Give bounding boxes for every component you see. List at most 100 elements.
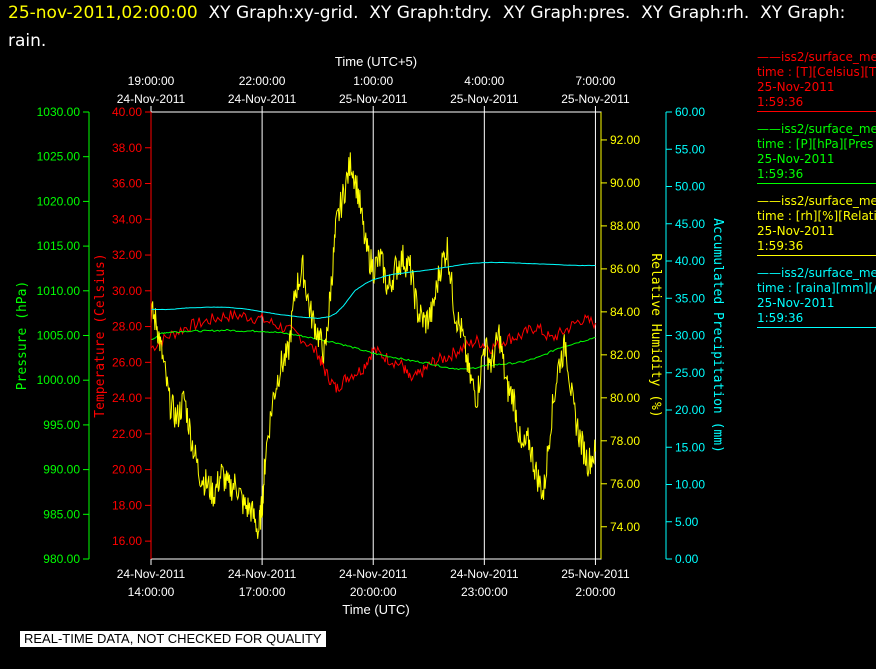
legend-separator (757, 255, 876, 256)
temperature-tick-label: 24.00 (112, 391, 142, 405)
rain-tick-label: 40.00 (675, 254, 705, 268)
series-line-rh (150, 152, 596, 539)
grid-lines (261, 112, 596, 559)
legend-line2: time : [T][Celsius][T (757, 65, 876, 79)
legend-separator (757, 111, 876, 112)
x-tick-label-bottom-time: 2:00:00 (575, 585, 615, 599)
pressure-tick-label: 1000.00 (37, 373, 81, 387)
pressure-tick-label: 1030.00 (37, 105, 81, 119)
x-tick-label-top-time: 4:00:00 (464, 74, 504, 88)
legend-entry: ——iss2/surface_me time : [T][Celsius][T 25… (757, 50, 876, 112)
rh-tick-label: 78.00 (610, 434, 640, 448)
rh-tick-label: 76.00 (610, 477, 640, 491)
x-tick-label-bottom-time: 20:00:00 (350, 585, 397, 599)
rain-axis-title: Accumulated Precipitation (mm) (710, 218, 725, 453)
rain-tick-label: 10.00 (675, 478, 705, 492)
temperature-tick-label: 20.00 (112, 463, 142, 477)
pressure-tick-label: 980.00 (43, 552, 80, 566)
series-layer (150, 152, 596, 539)
series-line-pressure (150, 328, 596, 371)
top-axis-title: Time (UTC+5) (335, 54, 417, 69)
x-tick-label-bottom-date: 24-Nov-2011 (117, 567, 186, 581)
temperature-tick-label: 16.00 (112, 534, 142, 548)
legend-date: 25-Nov-2011 (757, 152, 835, 166)
pressure-tick-label: 995.00 (43, 418, 80, 432)
legend-name: ——iss2/surface_me (757, 194, 876, 208)
rh-tick-label: 92.00 (610, 133, 640, 147)
pressure-tick-label: 1010.00 (37, 284, 81, 298)
rain-tick-label: 45.00 (675, 217, 705, 231)
temperature-tick-label: 22.00 (112, 427, 142, 441)
legend-line2: time : [rh][%][Relati (757, 209, 876, 223)
rain-tick-label: 20.00 (675, 403, 705, 417)
series-line-rain (151, 261, 596, 320)
legend-time: 1:59:36 (757, 239, 804, 253)
x-tick-label-top-time: 1:00:00 (353, 74, 393, 88)
axes-layer: 24-Nov-2011 14:00:00 24-Nov-2011 17:00:00 24… (15, 74, 725, 599)
x-tick-label-top-date: 25-Nov-2011 (561, 92, 630, 106)
temperature-tick-label: 28.00 (112, 320, 142, 334)
x-tick-label-bottom-date: 24-Nov-2011 (339, 567, 408, 581)
legend-line2: time : [raina][mm][A (757, 281, 876, 295)
x-tick-label-bottom-date: 24-Nov-2011 (450, 567, 519, 581)
rh-tick-label: 90.00 (610, 176, 640, 190)
bottom-axis-title: Time (UTC) (342, 602, 409, 617)
temperature-axis-title: Temperature (Celsius) (93, 253, 108, 417)
rh-tick-label: 84.00 (610, 305, 640, 319)
rain-tick-label: 35.00 (675, 291, 705, 305)
legend-date: 25-Nov-2011 (757, 224, 835, 238)
legend-date: 25-Nov-2011 (757, 296, 835, 310)
temperature-tick-label: 32.00 (112, 248, 142, 262)
legend-name: ——iss2/surface_me (757, 50, 876, 64)
pressure-tick-label: 990.00 (43, 463, 80, 477)
rh-axis-title: Relative Humidity (%) (648, 253, 663, 417)
rh-tick-label: 80.00 (610, 391, 640, 405)
rh-tick-label: 88.00 (610, 219, 640, 233)
legend-name: ——iss2/surface_me (757, 122, 876, 136)
legend-entry: ——iss2/surface_me time : [P][hPa][Pres 25-… (757, 122, 876, 184)
plot-area (150, 111, 602, 560)
title-graph-list: XY Graph:xy-grid. XY Graph:tdry. XY Grap… (197, 3, 846, 23)
pressure-tick-label: 985.00 (43, 507, 80, 521)
x-tick-label-bottom-time: 14:00:00 (128, 585, 175, 599)
x-tick-label-bottom-time: 17:00:00 (239, 585, 286, 599)
legend-separator (757, 327, 876, 328)
legend-separator (757, 183, 876, 184)
rain-tick-label: 25.00 (675, 366, 705, 380)
temperature-tick-label: 36.00 (112, 177, 142, 191)
rh-tick-label: 82.00 (610, 348, 640, 362)
temperature-tick-label: 26.00 (112, 355, 142, 369)
temperature-tick-label: 38.00 (112, 141, 142, 155)
page-title: 25-nov-2011,02:00:00 XY Graph:xy-grid. X… (8, 3, 845, 23)
rain-tick-label: 5.00 (675, 515, 699, 529)
temperature-tick-label: 18.00 (112, 498, 142, 512)
legend-time: 1:59:36 (757, 167, 804, 181)
x-tick-label-top-date: 24-Nov-2011 (117, 92, 186, 106)
title-continuation: rain. (8, 31, 47, 51)
rain-tick-label: 55.00 (675, 142, 705, 156)
x-tick-label-bottom-date: 24-Nov-2011 (228, 567, 297, 581)
rain-tick-label: 15.00 (675, 440, 705, 454)
x-tick-label-top-time: 7:00:00 (575, 74, 615, 88)
pressure-axis-title: Pressure (hPa) (15, 281, 30, 391)
rh-tick-label: 86.00 (610, 262, 640, 276)
x-tick-label-top-date: 25-Nov-2011 (339, 92, 408, 106)
legend-entry: ——iss2/surface_me time : [raina][mm][A 25-… (757, 266, 876, 328)
rain-tick-label: 60.00 (675, 105, 705, 119)
rain-tick-label: 0.00 (675, 552, 699, 566)
pressure-tick-label: 1025.00 (37, 150, 81, 164)
legend-name: ——iss2/surface_me (757, 266, 876, 280)
temperature-tick-label: 30.00 (112, 284, 142, 298)
temperature-tick-label: 40.00 (112, 105, 142, 119)
x-tick-label-bottom-time: 23:00:00 (461, 585, 508, 599)
pressure-tick-label: 1005.00 (37, 329, 81, 343)
x-tick-label-top-date: 25-Nov-2011 (450, 92, 519, 106)
quality-notice: REAL-TIME DATA, NOT CHECKED FOR QUALITY (20, 631, 326, 647)
pressure-tick-label: 1020.00 (37, 194, 81, 208)
x-tick-label-top-date: 24-Nov-2011 (228, 92, 297, 106)
title-timestamp: 25-nov-2011,02:00:00 (8, 3, 198, 23)
x-tick-label-top-time: 19:00:00 (128, 74, 175, 88)
legend-entry: ——iss2/surface_me time : [rh][%][Relati 25… (757, 194, 876, 256)
rain-tick-label: 30.00 (675, 329, 705, 343)
